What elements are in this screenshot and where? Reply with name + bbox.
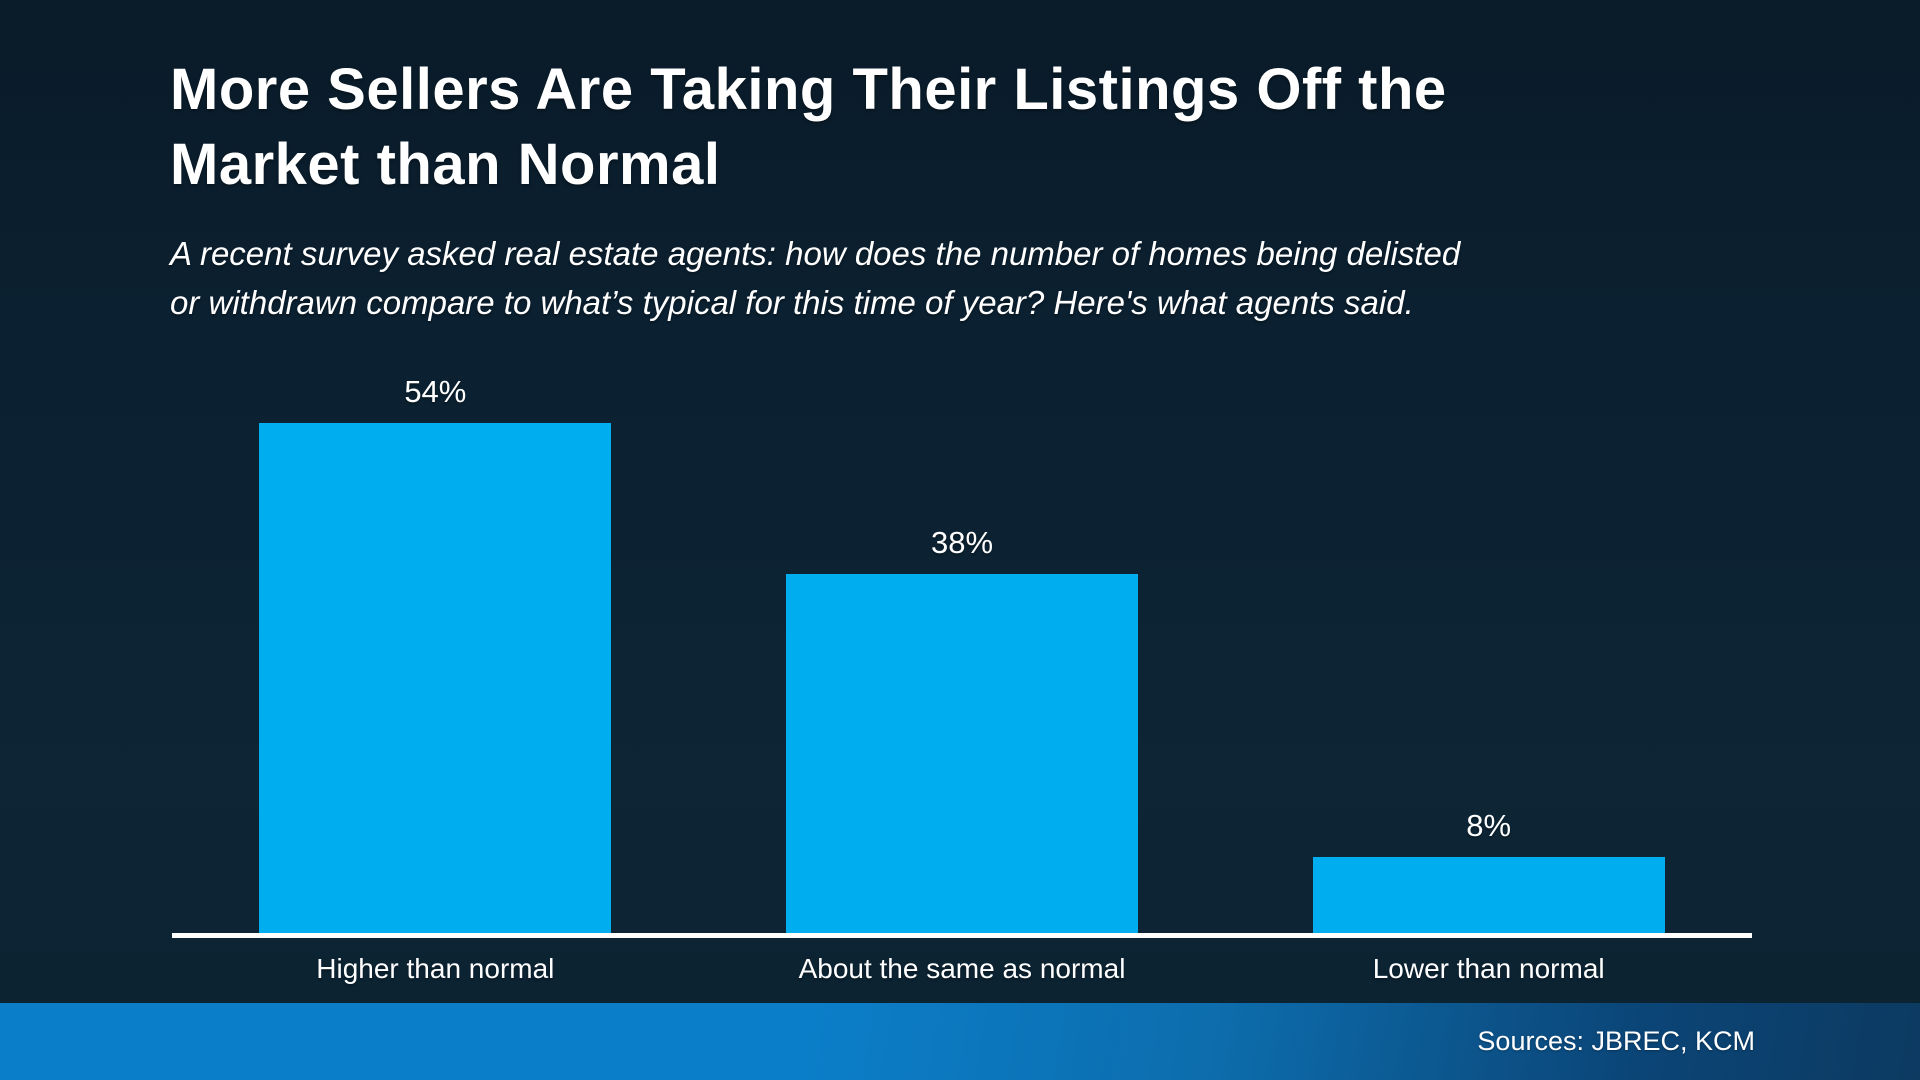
category-label-about-the-same-as-normal: About the same as normal <box>798 953 1126 984</box>
chart-subtitle: A recent survey asked real estate agents… <box>170 229 1750 328</box>
footer-bar: Sources: JBREC, KCM <box>0 1003 1920 1080</box>
x-axis-line <box>172 933 1752 938</box>
bar-higher-than-normal <box>259 423 612 933</box>
bar-group-higher-than-normal: 54% <box>172 374 699 933</box>
header: More Sellers Are Taking Their Listings O… <box>170 52 1750 328</box>
plot-area: 54% 38% 8% <box>172 360 1752 933</box>
bar-value-label: 38% <box>930 525 994 560</box>
bar-value-label: 54% <box>404 374 467 409</box>
page-title-line-1: More Sellers Are Taking Their Listings O… <box>170 57 1447 122</box>
sources-label: Sources: JBREC, KCM <box>1477 1026 1755 1056</box>
category-label-lower-than-normal: Lower than normal <box>1372 953 1605 984</box>
category-axis: Higher than normal About the same as norm… <box>172 938 1752 985</box>
bar-about-the-same-as-normal <box>786 574 1138 933</box>
bar-value-label: 8% <box>1466 808 1512 843</box>
page-title-line-2: Market than Normal <box>170 132 721 198</box>
page-title: More Sellers Are Taking Their Listings O… <box>170 52 1750 203</box>
bar-group-about-the-same-as-normal: 38% <box>699 525 1226 933</box>
chart-subtitle-line-2: or withdrawn compare to what’s typical f… <box>170 284 1414 322</box>
category-label-higher-than-normal: Higher than normal <box>316 953 555 984</box>
bar-lower-than-normal <box>1312 857 1665 933</box>
chart-subtitle-line-1: A recent survey asked real estate agents… <box>170 234 1461 272</box>
bar-chart: 54% 38% 8% Higher than normal About the sam… <box>172 360 1752 985</box>
bar-group-lower-than-normal: 8% <box>1225 808 1752 933</box>
